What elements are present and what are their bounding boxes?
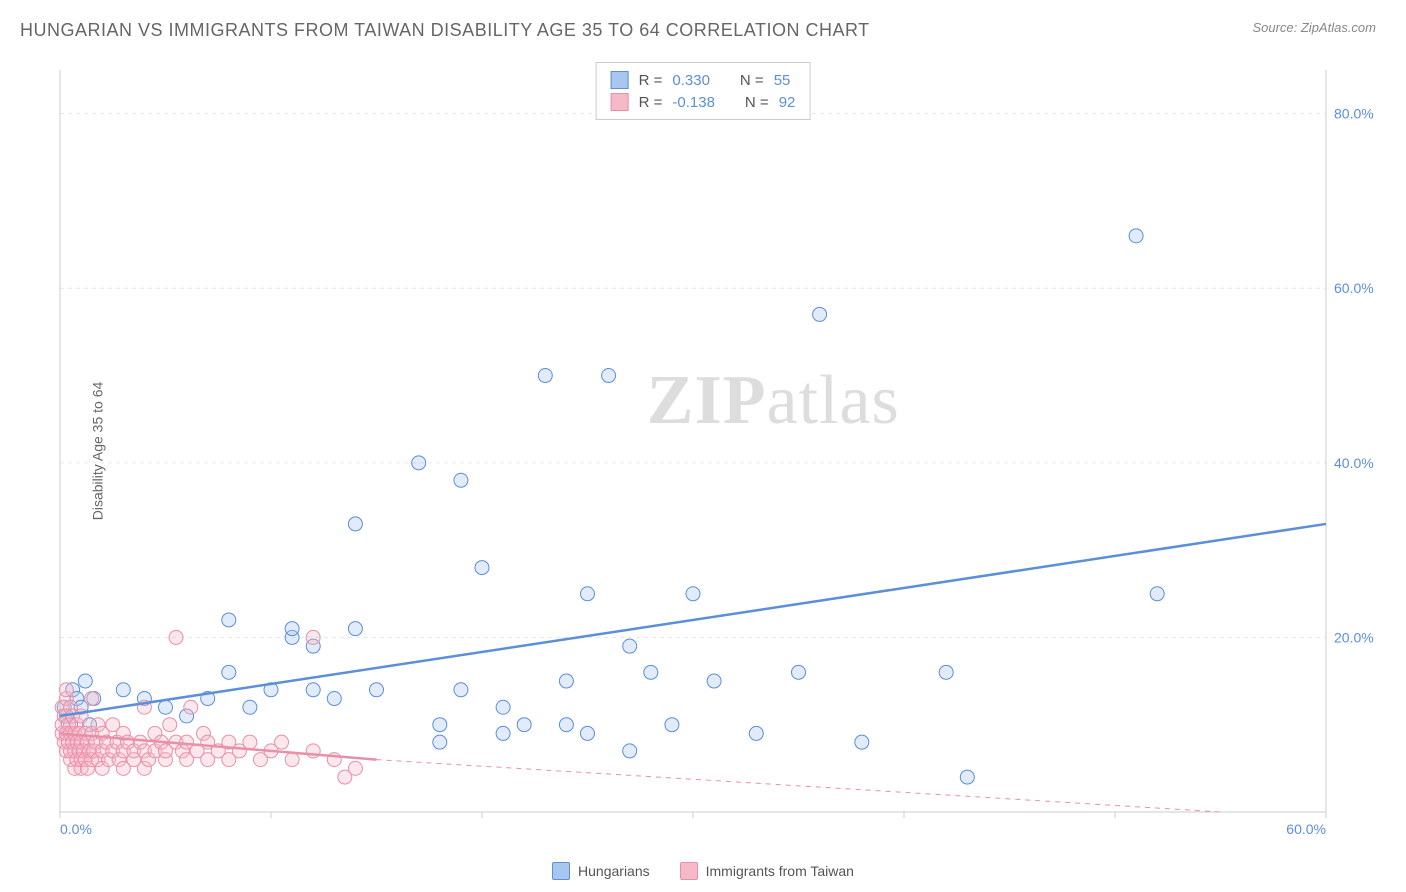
legend-item: Immigrants from Taiwan bbox=[680, 862, 854, 880]
svg-text:0.0%: 0.0% bbox=[60, 821, 92, 837]
stats-row: R = 0.330 N = 55 bbox=[611, 69, 796, 91]
bottom-legend: Hungarians Immigrants from Taiwan bbox=[552, 862, 854, 880]
n-label: N = bbox=[740, 72, 764, 89]
chart-container: Disability Age 35 to 64 0.0%60.0%20.0%40… bbox=[50, 60, 1376, 842]
legend-item: Hungarians bbox=[552, 862, 650, 880]
svg-text:60.0%: 60.0% bbox=[1334, 280, 1374, 296]
n-value: 55 bbox=[774, 72, 791, 89]
series-swatch bbox=[611, 71, 629, 89]
n-label: N = bbox=[745, 94, 769, 111]
svg-text:40.0%: 40.0% bbox=[1334, 455, 1374, 471]
r-value: 0.330 bbox=[672, 72, 710, 89]
scatter-plot: 0.0% 60.0% 20.0% 40.0% 60.0% 80.0% bbox=[50, 60, 1376, 842]
svg-text:60.0%: 60.0% bbox=[1286, 821, 1326, 837]
r-label: R = bbox=[639, 72, 663, 89]
legend-label: Immigrants from Taiwan bbox=[706, 863, 854, 879]
svg-text:20.0%: 20.0% bbox=[1334, 629, 1374, 645]
chart-title: HUNGARIAN VS IMMIGRANTS FROM TAIWAN DISA… bbox=[20, 20, 870, 41]
legend-swatch bbox=[552, 862, 570, 880]
legend-swatch bbox=[680, 862, 698, 880]
source-attribution: Source: ZipAtlas.com bbox=[1252, 20, 1376, 35]
series-swatch bbox=[611, 93, 629, 111]
n-value: 92 bbox=[779, 94, 796, 111]
svg-text:80.0%: 80.0% bbox=[1334, 106, 1374, 122]
r-label: R = bbox=[639, 94, 663, 111]
legend-label: Hungarians bbox=[578, 863, 650, 879]
r-value: -0.138 bbox=[672, 94, 715, 111]
stats-row: R = -0.138 N = 92 bbox=[611, 91, 796, 113]
stats-legend-box: R = 0.330 N = 55 R = -0.138 N = 92 bbox=[596, 62, 811, 120]
